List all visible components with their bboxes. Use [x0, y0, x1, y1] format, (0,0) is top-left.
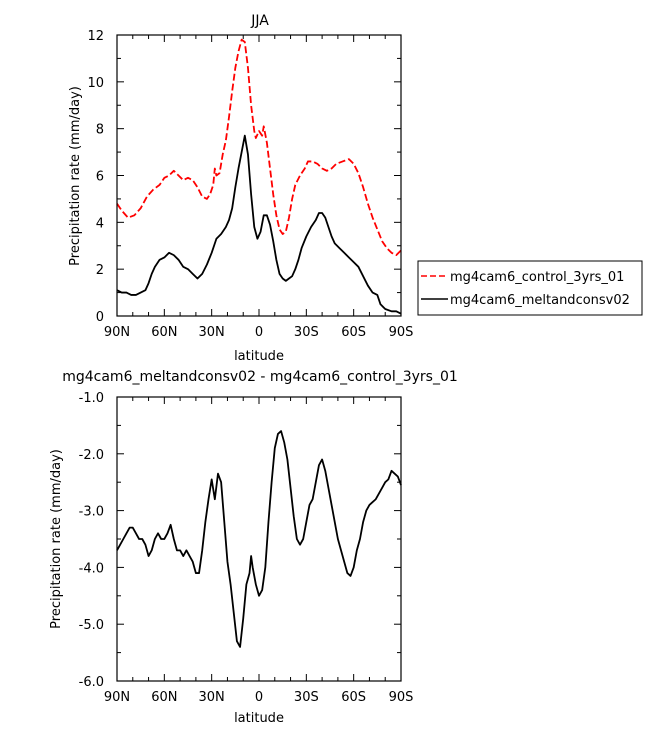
top-y-tick-label: 10	[87, 76, 104, 91]
top-x-axis-label: latitude	[234, 349, 284, 364]
top-y-tick-label: 12	[87, 29, 104, 44]
bottom-y-tick-label: -1.0	[79, 391, 104, 406]
legend-label-meltandconsv: mg4cam6_meltandconsv02	[450, 293, 630, 308]
top-series-line-1	[116, 134, 402, 315]
top-x-tick-label: 90S	[389, 325, 414, 340]
bottom-x-tick-label: 90S	[389, 690, 414, 705]
top-x-tick-label: 30N	[199, 325, 225, 340]
top-y-tick-label: 2	[96, 263, 104, 278]
bottom-y-tick-label: -4.0	[79, 561, 104, 576]
top-x-tick-label: 60S	[341, 325, 366, 340]
bottom-series-line-0	[116, 430, 402, 648]
top-y-tick-label: 0	[96, 310, 104, 325]
top-x-tick-label: 90N	[104, 325, 130, 340]
legend-label-control: mg4cam6_control_3yrs_01	[450, 270, 624, 285]
top-chart-ticks: 90N 60N 30N 0 30S 60S 90S 0 2 4 6 8 10 12	[87, 29, 413, 340]
bottom-y-axis-label: Precipitation rate (mm/day)	[49, 449, 64, 629]
bottom-y-tick-label: -3.0	[79, 505, 104, 520]
legend-box	[417, 260, 643, 316]
top-y-tick-label: 4	[96, 216, 104, 231]
bottom-x-tick-label: 0	[255, 690, 263, 705]
top-y-tick-label: 8	[96, 123, 104, 138]
top-panel: JJA 90N 60N 30N 0 30S 60S 90S 0 2 4 6 8 10 12 Precipi…	[68, 13, 413, 364]
bottom-x-tick-label: 90N	[104, 690, 130, 705]
top-x-tick-label: 0	[255, 325, 263, 340]
bottom-chart-title: mg4cam6_meltandconsv02 - mg4cam6_control…	[62, 369, 458, 385]
bottom-x-tick-label: 30S	[294, 690, 319, 705]
bottom-chart-marks	[116, 430, 402, 648]
bottom-y-tick-label: -5.0	[79, 618, 104, 633]
bottom-y-tick-label: -2.0	[79, 448, 104, 463]
top-x-tick-label: 30S	[294, 325, 319, 340]
top-x-tick-label: 60N	[151, 325, 177, 340]
bottom-chart-ticks: 90N 60N 30N 0 30S 60S 90S -6.0 -5.0 -4.0 -3.0 -2.0 -…	[79, 391, 414, 705]
bottom-y-tick-label: -6.0	[79, 675, 104, 690]
bottom-x-axis-label: latitude	[234, 711, 284, 726]
legend: mg4cam6_control_3yrs_01 mg4cam6_meltandc…	[417, 260, 643, 316]
top-y-axis-label: Precipitation rate (mm/day)	[68, 86, 83, 266]
bottom-x-tick-label: 60S	[341, 690, 366, 705]
top-chart-title: JJA	[250, 13, 269, 29]
bottom-x-tick-label: 30N	[199, 690, 225, 705]
top-y-tick-label: 6	[96, 170, 104, 185]
top-chart-marks	[116, 38, 402, 315]
bottom-panel: mg4cam6_meltandconsv02 - mg4cam6_control…	[49, 369, 458, 726]
top-series-line-0	[116, 38, 402, 257]
bottom-x-tick-label: 60N	[151, 690, 177, 705]
